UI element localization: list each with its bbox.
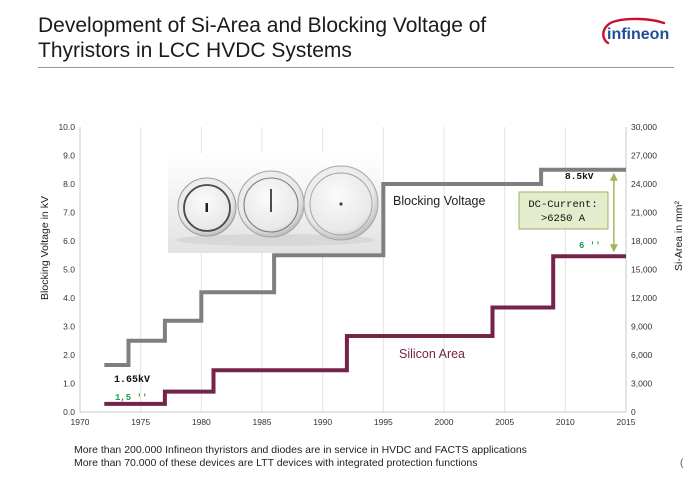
right-tick-3,000: 3,000 <box>631 379 653 389</box>
blocking-voltage-line <box>104 167 626 367</box>
silicon-area-line <box>104 254 626 406</box>
photo-shadow <box>175 234 375 246</box>
left-tick-2.0: 2.0 <box>63 350 75 360</box>
annotation-si-start: 1,5 '' <box>115 393 147 403</box>
annotation-bv-end: 8.5kV <box>565 171 594 182</box>
left-tick-9.0: 9.0 <box>63 151 75 161</box>
arrow-head-up <box>609 172 618 181</box>
title-line-2: Thyristors in LCC HVDC Systems <box>38 39 352 62</box>
right-tick-18,000: 18,000 <box>631 236 657 246</box>
current-arrow <box>609 172 618 253</box>
thyristor-disc-large-ring <box>309 172 373 236</box>
title-line-1: Development of Si-Area and Blocking Volt… <box>38 14 487 37</box>
left-tick-7.0: 7.0 <box>63 208 75 218</box>
right-tick-12,000: 12,000 <box>631 293 657 303</box>
thyristor-photo <box>168 153 381 253</box>
right-tick-9,000: 9,000 <box>631 322 653 332</box>
x-tick-1995: 1995 <box>374 417 393 427</box>
thyristor-disc-medium-ring <box>243 177 299 233</box>
x-tick-2000: 2000 <box>435 417 454 427</box>
right-axis-title: Si-Area in mm² <box>673 200 685 271</box>
callout-line-2: >6250 A <box>541 213 586 225</box>
callout-line-1: DC-Current: <box>528 199 597 211</box>
x-tick-2015: 2015 <box>617 417 636 427</box>
left-tick-4.0: 4.0 <box>63 293 75 303</box>
right-tick-27,000: 27,000 <box>631 151 657 161</box>
edge-mark: ( <box>680 458 684 469</box>
series <box>104 167 626 406</box>
right-tick-30,000: 30,000 <box>631 122 657 132</box>
infineon-logo: infineon <box>602 17 669 45</box>
logo-swoosh <box>602 17 666 45</box>
tick-labels: 1970 1975 1980 1985 1990 1995 2000 2005 2010 2015… <box>58 122 657 427</box>
left-tick-3.0: 3.0 <box>63 322 75 332</box>
left-tick-5.0: 5.0 <box>63 265 75 275</box>
right-tick-15,000: 15,000 <box>631 265 657 275</box>
title-divider <box>38 67 674 68</box>
dc-current-callout: DC-Current: >6250 A <box>518 191 609 230</box>
right-tick-6,000: 6,000 <box>631 350 653 360</box>
left-tick-8.0: 8.0 <box>63 179 75 189</box>
annotation-si-end: 6 '' <box>579 241 601 251</box>
left-tick-1.0: 1.0 <box>63 379 75 389</box>
thyristor-gate-small <box>205 203 208 212</box>
left-tick-10.0: 10.0 <box>58 122 75 132</box>
x-tick-1975: 1975 <box>131 417 150 427</box>
left-axis-title: Blocking Voltage in kV <box>39 196 51 300</box>
x-tick-1980: 1980 <box>192 417 211 427</box>
x-tick-1970: 1970 <box>71 417 90 427</box>
footer-line-2: More than 70.000 of these devices are LT… <box>74 457 478 469</box>
right-tick-24,000: 24,000 <box>631 179 657 189</box>
right-tick-21,000: 21,000 <box>631 208 657 218</box>
slide-title: Development of Si-Area and Blocking Volt… <box>38 13 578 63</box>
x-tick-2005: 2005 <box>495 417 514 427</box>
logo-wordmark: infineon <box>607 26 669 43</box>
thyristor-gate-large <box>339 202 343 206</box>
x-tick-1985: 1985 <box>253 417 272 427</box>
series-label-silicon-area: Silicon Area <box>399 347 465 361</box>
annotation-bv-start: 1.65kV <box>114 374 150 386</box>
x-tick-1990: 1990 <box>313 417 332 427</box>
callout-box <box>518 191 609 230</box>
series-label-blocking-voltage: Blocking Voltage <box>393 194 485 208</box>
thyristor-disc-small-ring <box>183 184 231 232</box>
arrow-head-down <box>609 244 618 253</box>
footer-notes: More than 200.000 Infineon thyristors an… <box>74 444 527 470</box>
footer-line-1: More than 200.000 Infineon thyristors an… <box>74 444 527 456</box>
left-tick-0.0: 0.0 <box>63 407 75 417</box>
left-tick-6.0: 6.0 <box>63 236 75 246</box>
axes <box>79 127 627 413</box>
x-tick-2010: 2010 <box>556 417 575 427</box>
right-tick-0: 0 <box>631 407 636 417</box>
